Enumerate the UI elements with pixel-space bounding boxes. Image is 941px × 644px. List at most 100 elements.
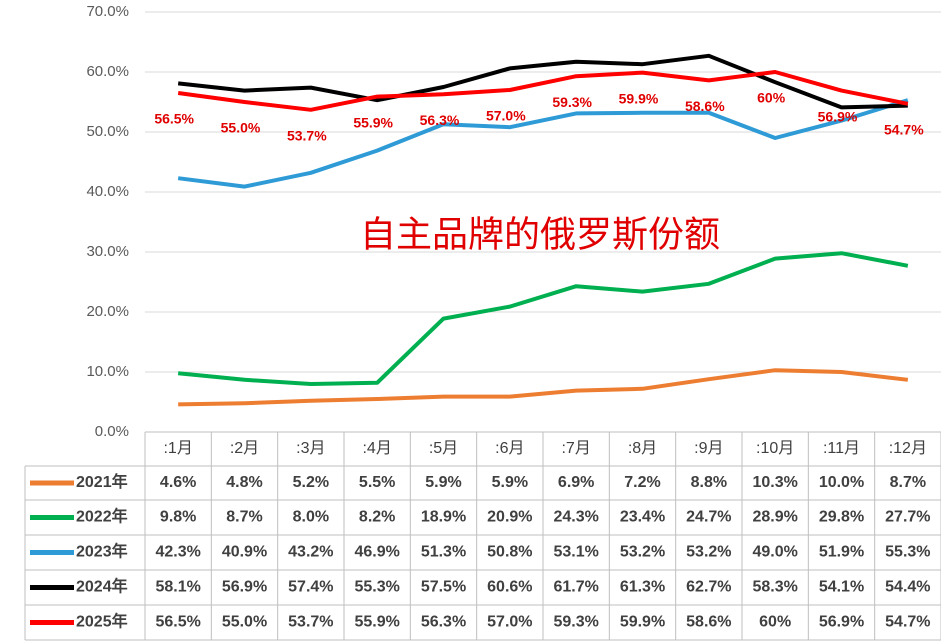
table-cell: 8.7%: [226, 509, 262, 526]
table-cell: 53.2%: [686, 544, 731, 561]
table-cell: 55.9%: [354, 614, 399, 631]
table-cell: 58.1%: [155, 579, 200, 596]
data-label: 57.0%: [486, 108, 526, 124]
table-cell: 55.3%: [885, 544, 930, 561]
x-tick-label: :1月: [163, 440, 192, 457]
data-label: 59.3%: [552, 94, 592, 110]
table-cell: 59.3%: [553, 614, 598, 631]
table-cell: 57.4%: [288, 579, 333, 596]
table-cell: 53.2%: [620, 544, 665, 561]
series-line: [178, 368, 909, 407]
y-tick-label: 40.0%: [86, 183, 129, 200]
series-line: [177, 98, 909, 189]
data-label: 58.6%: [685, 98, 725, 114]
table-cell: 60%: [759, 614, 791, 631]
table-cell: 10.0%: [819, 474, 864, 491]
table-cell: 58.6%: [686, 614, 731, 631]
x-tick-label: :3月: [296, 440, 325, 457]
x-tick-label: :11月: [823, 440, 860, 457]
x-tick-label: :4月: [362, 440, 391, 457]
table-cell: 58.3%: [752, 579, 797, 596]
y-tick-label: 20.0%: [86, 303, 129, 320]
table-cell: 57.0%: [487, 614, 532, 631]
x-tick-label: :8月: [628, 440, 657, 457]
table-cell: 8.2%: [359, 509, 395, 526]
data-label: 53.7%: [287, 128, 327, 144]
table-cell: 18.9%: [421, 509, 466, 526]
y-tick-label: 0.0%: [95, 423, 129, 440]
table-cell: 5.5%: [359, 474, 395, 491]
table-cell: 59.9%: [620, 614, 665, 631]
x-tick-label: :12月: [889, 440, 927, 457]
table-cell: 56.5%: [155, 614, 200, 631]
data-label: 54.7%: [884, 122, 924, 138]
table-cell: 43.2%: [288, 544, 333, 561]
table-cell: 62.7%: [686, 579, 731, 596]
table-cell: 49.0%: [752, 544, 797, 561]
table-cell: 7.2%: [624, 474, 660, 491]
table-cell: 24.7%: [686, 509, 731, 526]
series-line: [177, 70, 909, 112]
table-cell: 40.9%: [222, 544, 267, 561]
table-cell: 20.9%: [487, 509, 532, 526]
legend-label: 2024年: [76, 577, 128, 596]
x-tick-label: :6月: [495, 440, 524, 457]
series-line: [177, 53, 908, 110]
table-cell: 54.7%: [885, 614, 930, 631]
annotation: 自主品牌的俄罗斯份额: [360, 214, 720, 255]
data-label: 55.0%: [221, 120, 261, 136]
table-cell: 29.8%: [819, 509, 864, 526]
data-label: 56.3%: [420, 112, 460, 128]
x-tick-label: :7月: [561, 440, 590, 457]
y-tick-label: 30.0%: [86, 243, 129, 260]
table-cell: 54.4%: [885, 579, 930, 596]
table-cell: 55.3%: [354, 579, 399, 596]
table-cell: 8.0%: [293, 509, 329, 526]
table-cell: 56.3%: [421, 614, 466, 631]
y-tick-label: 70.0%: [86, 3, 129, 20]
legend-label: 2025年: [76, 612, 128, 631]
data-label: 56.5%: [154, 111, 194, 127]
table-cell: 24.3%: [553, 509, 598, 526]
table-cell: 53.7%: [288, 614, 333, 631]
x-tick-label: :2月: [230, 440, 259, 457]
table-cell: 56.9%: [222, 579, 267, 596]
table-cell: 51.3%: [421, 544, 466, 561]
table-cell: 27.7%: [885, 509, 930, 526]
table-cell: 9.8%: [160, 509, 196, 526]
table-cell: 8.7%: [890, 474, 926, 491]
table-cell: 8.8%: [691, 474, 727, 491]
table-cell: 6.9%: [558, 474, 594, 491]
series-line: [177, 251, 909, 386]
x-tick-label: :10月: [756, 440, 794, 457]
table-cell: 46.9%: [354, 544, 399, 561]
legend-label: 2022年: [76, 507, 128, 526]
table-cell: 5.2%: [293, 474, 329, 491]
table-cell: 23.4%: [620, 509, 665, 526]
y-tick-label: 50.0%: [86, 123, 129, 140]
table-cell: 53.1%: [553, 544, 598, 561]
table-cell: 28.9%: [752, 509, 797, 526]
y-tick-label: 60.0%: [86, 63, 129, 80]
table-cell: 60.6%: [487, 579, 532, 596]
table-cell: 56.9%: [819, 614, 864, 631]
legend-label: 2023年: [76, 542, 128, 561]
y-tick-label: 10.0%: [86, 363, 129, 380]
table-cell: 4.8%: [226, 474, 262, 491]
table-cell: 57.5%: [421, 579, 466, 596]
table-cell: 61.3%: [620, 579, 665, 596]
table-cell: 50.8%: [487, 544, 532, 561]
table-cell: 10.3%: [752, 474, 797, 491]
data-label: 60%: [757, 90, 786, 106]
table-cell: 55.0%: [222, 614, 267, 631]
table-cell: 5.9%: [425, 474, 461, 491]
table-cell: 51.9%: [819, 544, 864, 561]
table-cell: 5.9%: [492, 474, 528, 491]
data-label: 56.9%: [818, 108, 858, 124]
legend-label: 2021年: [76, 472, 128, 491]
data-label: 55.9%: [353, 114, 393, 130]
table-cell: 54.1%: [819, 579, 864, 596]
x-tick-label: :5月: [429, 440, 458, 457]
table-cell: 4.6%: [160, 474, 196, 491]
